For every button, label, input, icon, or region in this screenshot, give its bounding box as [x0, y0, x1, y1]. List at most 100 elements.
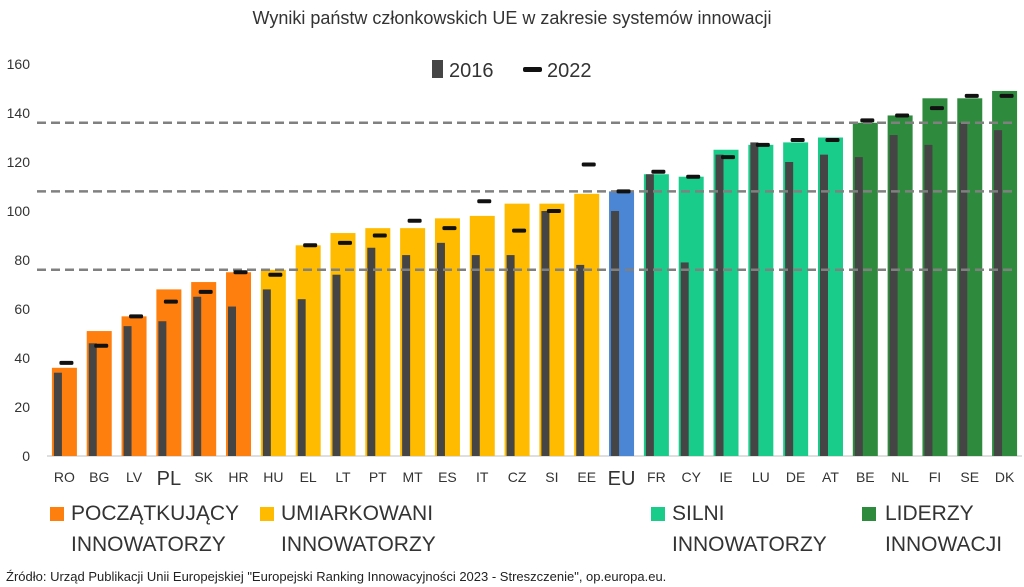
bar-2016-ee — [576, 264, 585, 456]
category-label-mt: MT — [403, 469, 424, 485]
y-tick-label: 0 — [22, 448, 30, 464]
legend: 2016 2022 — [432, 60, 592, 82]
bar-2016-mt — [402, 255, 411, 456]
marker-2022-el — [303, 243, 318, 248]
bar-2016-hu — [262, 289, 271, 456]
bar-2016-bg — [88, 343, 97, 456]
bar-2016-se — [959, 122, 968, 457]
marker-2022-fi — [929, 106, 944, 111]
marker-2022-ee — [581, 162, 596, 167]
category-label-hr: HR — [228, 469, 248, 485]
group-swatch — [651, 507, 665, 521]
group-label-line1: UMIARKOWANI — [281, 502, 433, 525]
group-swatch — [50, 507, 64, 521]
group-label-line1: POCZĄTKUJĄCY — [71, 502, 239, 525]
group-label-line2: INNOWACJI — [885, 533, 1002, 556]
category-label-pl: PL — [157, 468, 181, 490]
threshold-lines — [37, 121, 1012, 272]
category-label-eu: EU — [608, 468, 636, 490]
category-label-ie: IE — [719, 469, 732, 485]
marker-2022-cy — [686, 174, 701, 179]
marker-2022-nl — [895, 113, 910, 118]
group-label-line1: LIDERZY — [885, 502, 974, 525]
category-label-el: EL — [300, 469, 317, 485]
bar-2016-hr — [228, 306, 237, 456]
category-label-at: AT — [822, 469, 839, 485]
chart-title: Wyniki państw członkowskich UE w zakresi… — [252, 8, 771, 28]
marker-2022-eu — [616, 189, 631, 194]
category-label-fr: FR — [647, 469, 666, 485]
group-label-line2: INNOWATORZY — [71, 533, 226, 556]
marker-2022-lt — [337, 240, 352, 245]
group-label-line2: INNOWATORZY — [672, 533, 827, 556]
group-legend: POCZĄTKUJĄCY INNOWATORZY UMIARKOWANI INNOWA… — [50, 502, 1002, 556]
y-tick-label: 140 — [7, 105, 31, 121]
category-label-bg: BG — [89, 469, 109, 485]
marker-2022-ie — [721, 155, 736, 160]
bar-2016-lt — [332, 274, 341, 456]
group-label-line1: SILNI — [672, 502, 725, 525]
category-label-es: ES — [438, 469, 457, 485]
marker-2022-cz — [512, 228, 527, 233]
category-label-lt: LT — [335, 469, 351, 485]
group-swatch — [862, 507, 876, 521]
category-label-lv: LV — [126, 469, 143, 485]
group-swatch — [260, 507, 274, 521]
category-label-cz: CZ — [508, 469, 527, 485]
bar-2016-pt — [367, 247, 376, 456]
category-label-ro: RO — [54, 469, 75, 485]
marker-2022-at — [825, 137, 840, 142]
legend-2022-marker — [523, 67, 542, 72]
marker-2022-lu — [755, 142, 770, 147]
category-label-lu: LU — [752, 469, 770, 485]
y-tick-label: 160 — [7, 56, 31, 72]
y-tick-label: 60 — [14, 301, 30, 317]
marker-2022-hu — [268, 272, 283, 277]
y-tick-label: 80 — [14, 252, 30, 268]
category-label-fi: FI — [929, 469, 941, 485]
group-label-line2: INNOWATORZY — [281, 533, 436, 556]
bar-2016-si — [541, 211, 550, 456]
bar-2016-es — [436, 242, 445, 456]
y-tick-label: 40 — [14, 350, 30, 366]
marker-2022-de — [790, 137, 805, 142]
category-label-se: SE — [960, 469, 979, 485]
bar-2016-dk — [994, 130, 1003, 456]
bar-2016-ro — [53, 372, 62, 456]
category-labels: RO BG LV PL SK HR HU EL LT PT MT ES IT CZ SI EE EU FR CY IE… — [54, 468, 1015, 490]
bar-2016-fr — [645, 174, 654, 456]
marker-2022-mt — [407, 218, 422, 223]
category-label-hu: HU — [263, 469, 283, 485]
bar-2016-fi — [924, 144, 933, 456]
category-label-it: IT — [476, 469, 489, 485]
source-note: Źródło: Urząd Publikacji Unii Europejski… — [6, 569, 666, 584]
y-tick-label: 20 — [14, 399, 30, 415]
marker-2022-be — [860, 118, 875, 123]
bar-2016-at — [819, 154, 828, 456]
bar-2016-cy — [680, 262, 689, 456]
legend-2016-label: 2016 — [449, 60, 494, 82]
bar-2016-sk — [193, 296, 202, 456]
marker-2022-fr — [651, 169, 666, 174]
category-label-si: SI — [545, 469, 558, 485]
marker-2022-it — [477, 199, 492, 204]
bar-2016-be — [854, 157, 863, 456]
marker-2022-se — [964, 93, 979, 98]
bar-2016-lu — [750, 142, 759, 456]
marker-2022-bg — [94, 343, 109, 348]
bar-2016-de — [785, 162, 794, 456]
category-label-be: BE — [856, 469, 875, 485]
bar-2016-nl — [889, 135, 898, 457]
category-label-cy: CY — [681, 469, 701, 485]
category-label-dk: DK — [995, 469, 1015, 485]
y-tick-label: 100 — [7, 203, 31, 219]
legend-2022-label: 2022 — [547, 60, 592, 82]
marker-2022-es — [442, 226, 457, 231]
bar-2016-it — [471, 255, 480, 456]
category-label-pt: PT — [369, 469, 387, 485]
bar-2016-cz — [506, 255, 515, 456]
bar-2016-lv — [123, 326, 132, 456]
category-label-nl: NL — [891, 469, 909, 485]
bar-2016-pl — [158, 321, 167, 456]
